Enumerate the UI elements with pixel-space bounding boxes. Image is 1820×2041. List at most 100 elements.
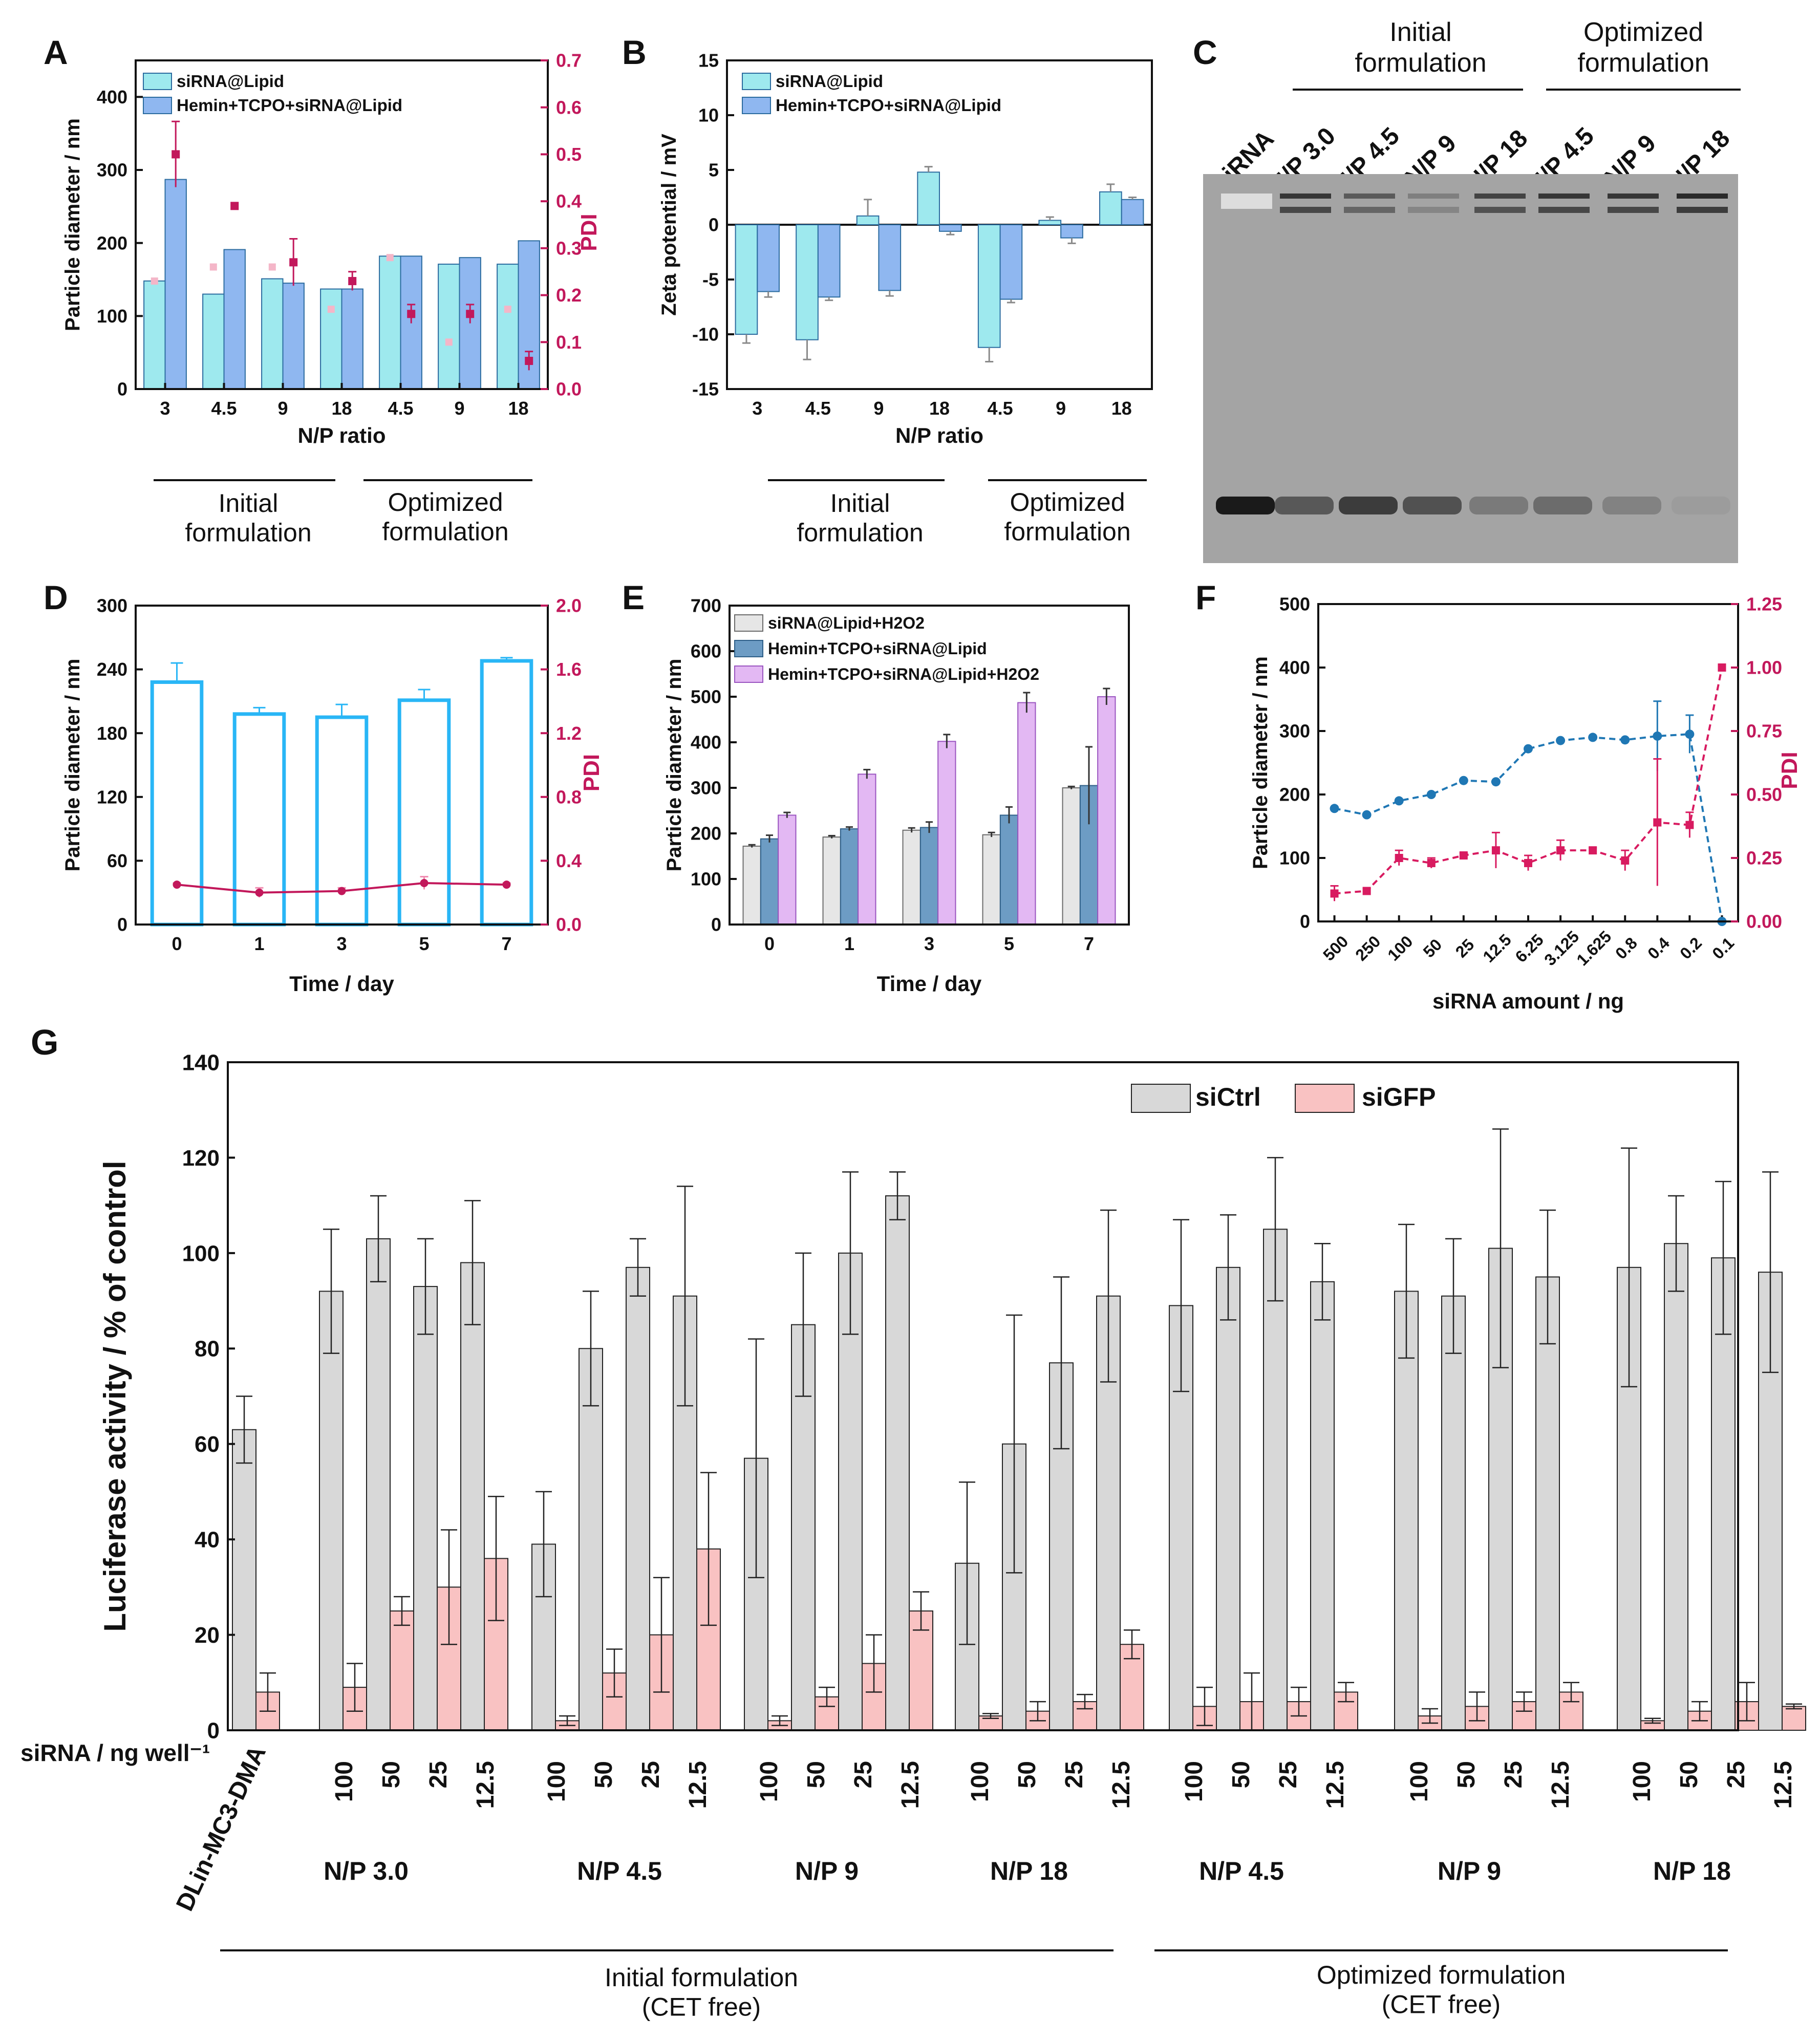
- dose-label: 25: [1061, 1761, 1088, 1788]
- legend-label: Hemin+TCPO+siRNA@Lipid: [177, 96, 402, 115]
- bar-sirna-lipid: [379, 255, 401, 390]
- pdi-marker-sirna: [386, 254, 394, 262]
- bar-sirna-lipid: [735, 224, 758, 335]
- header-optimized: Optimized formulation: [1577, 17, 1709, 78]
- bar-series-2: [937, 741, 956, 925]
- y-axis-label: Zeta potential / mV: [658, 134, 680, 316]
- x-tick-label: 500: [1319, 932, 1352, 964]
- dose-label: 25: [1500, 1761, 1527, 1788]
- bar-sirna-lipid: [977, 224, 1001, 348]
- y-tick-label: 140: [182, 1050, 220, 1075]
- x-tick-label: 12.5: [1479, 930, 1514, 965]
- bar-sirna-lipid: [1099, 191, 1122, 225]
- bar-series-2: [778, 814, 797, 926]
- pdi-marker: [1491, 846, 1500, 855]
- bar-sictrl: [1441, 1295, 1466, 1731]
- pdi-marker-hemin: [289, 258, 298, 267]
- bar-sirna-lipid: [856, 215, 880, 226]
- pdi-marker: [420, 879, 429, 888]
- pdi-marker: [1589, 846, 1597, 855]
- dose-label: 50: [1676, 1761, 1703, 1788]
- np-label: N/P 18: [1653, 1857, 1731, 1885]
- bar-sictrl: [1310, 1281, 1335, 1731]
- dose-label: 25: [850, 1761, 877, 1788]
- y-tick-label: -10: [692, 324, 719, 345]
- dose-label: 100: [967, 1761, 994, 1802]
- bar-sictrl: [1394, 1291, 1419, 1731]
- y-tick-label: 200: [97, 232, 127, 253]
- dose-label: 100: [1406, 1761, 1433, 1802]
- bar-sirna-lipid: [202, 293, 225, 390]
- legend-swatch-sirna: [143, 73, 172, 90]
- y-tick-label: 0.7: [556, 50, 582, 71]
- gel-sirna-band: [1275, 497, 1334, 514]
- pdi-marker-hemin: [407, 310, 416, 318]
- bar-hemin-tcpo: [223, 249, 246, 390]
- panel-e: E 0 1 3 5 7 0 100 200 300 400 500 600 700 Particle dia…: [622, 578, 1130, 996]
- y-tick-label: -5: [702, 269, 719, 290]
- y-axis-label: Particle diameter / nm: [1249, 656, 1272, 869]
- y-tick-label: 100: [97, 306, 127, 327]
- pdi-marker-sirna: [151, 277, 158, 285]
- x-tick-label: 18: [508, 398, 528, 419]
- y-tick-label: 100: [182, 1241, 220, 1266]
- dose-label: 12.5: [1547, 1761, 1574, 1809]
- y-tick-label: 300: [691, 778, 721, 799]
- x-axis-label: siRNA amount / ng: [1432, 989, 1624, 1013]
- gel-well-band: [1608, 194, 1659, 199]
- panel-a: A 3 4.5 9 18 4.5 9 18 0 100 200 300 400 0.0 0.1 0.2 0.3 0…: [44, 33, 602, 547]
- pdi-marker: [1524, 858, 1532, 867]
- bar-series-2: [1097, 696, 1116, 925]
- diameter-marker: [1459, 776, 1468, 785]
- x-tick-label: 5: [419, 933, 429, 954]
- dose-label: 25: [1275, 1761, 1302, 1788]
- pdi-marker: [1362, 887, 1371, 895]
- y-tick-label: 0: [117, 914, 127, 935]
- legend-label: siRNA@Lipid+H2O2: [768, 614, 925, 632]
- y-tick-label: 300: [1279, 721, 1310, 742]
- bar-sictrl: [1263, 1229, 1288, 1731]
- x-tick-label: 3: [160, 398, 170, 419]
- x-tick-label: 18: [929, 398, 950, 419]
- y-tick-label: 0.0: [556, 914, 582, 935]
- y-tick-label: 0.00: [1746, 911, 1782, 932]
- panel-letter: E: [622, 578, 645, 616]
- x-tick-label: 7: [501, 933, 511, 954]
- np-label: N/P 4.5: [1199, 1857, 1284, 1885]
- diameter-marker: [1426, 790, 1436, 799]
- y-tick-label: 0.2: [556, 285, 582, 306]
- bar-sirna-lipid: [320, 288, 342, 390]
- panel-letter: D: [44, 578, 68, 616]
- dose-label: 25: [425, 1761, 452, 1788]
- bar-sirna-lipid: [1038, 220, 1062, 226]
- y-tick-label: 0.4: [556, 191, 582, 212]
- legend-label: siCtrl: [1195, 1083, 1261, 1111]
- pdi-marker-hemin: [172, 150, 180, 159]
- bar-sictrl: [366, 1238, 391, 1731]
- gel-well-band: [1344, 194, 1395, 199]
- bar-sirna-lipid: [438, 264, 460, 390]
- dose-label: 100: [331, 1761, 358, 1802]
- bar-sictrl: [1535, 1276, 1560, 1731]
- bar-series-1: [919, 827, 939, 926]
- bar-sictrl: [885, 1195, 910, 1731]
- bar-series-0: [742, 845, 761, 926]
- panel-letter: F: [1195, 578, 1216, 616]
- y-tick-label: -15: [692, 379, 719, 400]
- dose-label: 12.5: [897, 1761, 924, 1809]
- x-tick-label: 100: [1384, 932, 1416, 964]
- pdi-marker-hemin: [230, 202, 239, 210]
- bar-sictrl: [460, 1262, 485, 1731]
- dose-label: 12.5: [1108, 1761, 1135, 1809]
- diameter-marker: [1362, 810, 1372, 820]
- y2-axis-label: PDI: [579, 754, 604, 791]
- pdi-marker: [1427, 858, 1436, 867]
- x-tick-label: 0: [764, 933, 775, 954]
- bar-hemin-tcpo: [939, 224, 962, 232]
- bar-hemin-tcpo: [817, 224, 841, 298]
- dose-label: 50: [1014, 1761, 1041, 1788]
- x-tick-label: 5: [1004, 933, 1014, 954]
- bar-series-1: [760, 838, 779, 926]
- x-tick-label: 18: [331, 398, 352, 419]
- dose-label: 100: [543, 1761, 570, 1802]
